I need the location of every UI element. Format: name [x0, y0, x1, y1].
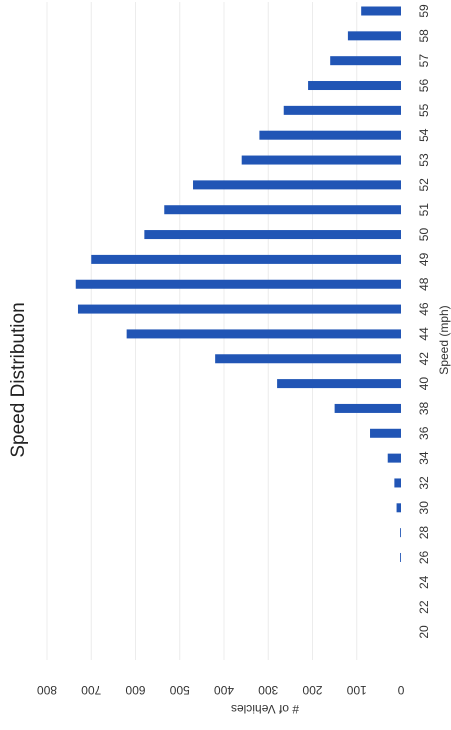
bar-26: [400, 552, 401, 562]
bar-28: [400, 528, 401, 538]
x-tick-label: 24: [417, 575, 431, 589]
bar-32: [394, 478, 401, 488]
bar-49: [91, 254, 401, 264]
y-tick-label: 100: [346, 683, 366, 697]
x-tick-label: 53: [417, 153, 431, 167]
x-tick-label: 55: [417, 103, 431, 117]
x-tick-label: 46: [417, 302, 431, 316]
bar-53: [241, 155, 401, 165]
bar-56: [308, 81, 401, 91]
x-tick-label: 59: [417, 4, 431, 18]
y-axis-label: # of Vehicles: [231, 702, 299, 716]
y-tick-label: 200: [302, 683, 322, 697]
x-tick-label: 22: [417, 600, 431, 614]
y-tick-label: 0: [397, 683, 404, 697]
x-tick-labels: 20 22 24 26 28 30 32 34 36 38 40 42 44 46 48 49 50 51 52 53…: [417, 4, 431, 639]
bar-44: [126, 329, 402, 339]
x-tick-label: 28: [417, 526, 431, 540]
x-tick-label: 32: [417, 476, 431, 490]
x-axis-label: Speed (mph): [437, 305, 451, 374]
x-tick-label: 44: [417, 327, 431, 341]
bar-48: [75, 279, 401, 289]
y-tick-label: 300: [258, 683, 278, 697]
bar-34: [387, 453, 401, 463]
bars: [75, 6, 402, 562]
bar-51: [164, 205, 401, 215]
bar-50: [144, 230, 401, 240]
x-tick-label: 48: [417, 277, 431, 291]
x-tick-label: 26: [417, 550, 431, 564]
x-tick-label: 50: [417, 228, 431, 242]
bar-57: [330, 56, 401, 66]
bar-46: [77, 304, 401, 314]
x-tick-label: 40: [417, 377, 431, 391]
x-tick-label: 57: [417, 54, 431, 68]
bar-40: [277, 379, 401, 389]
bar-30: [396, 503, 401, 513]
x-tick-label: 34: [417, 451, 431, 465]
x-tick-label: 51: [417, 203, 431, 217]
bar-52: [193, 180, 401, 190]
bar-38: [334, 403, 401, 413]
x-tick-label: 58: [417, 29, 431, 43]
bar-42: [215, 354, 401, 364]
bar-54: [259, 130, 401, 140]
bar-58: [347, 31, 401, 41]
y-tick-label: 800: [37, 683, 57, 697]
y-tick-label: 600: [125, 683, 145, 697]
x-tick-label: 49: [417, 252, 431, 266]
y-tick-label: 500: [169, 683, 189, 697]
y-tick-labels: 0 100 200 300 400 500 600 700 800: [37, 683, 405, 697]
y-tick-label: 400: [214, 683, 234, 697]
x-tick-label: 54: [417, 128, 431, 142]
x-tick-label: 38: [417, 401, 431, 415]
x-tick-label: 36: [417, 426, 431, 440]
x-tick-label: 52: [417, 178, 431, 192]
chart-title: Speed Distribution: [8, 302, 29, 457]
x-tick-label: 56: [417, 79, 431, 93]
x-tick-label: 20: [417, 625, 431, 639]
x-tick-label: 42: [417, 352, 431, 366]
x-tick-label: 30: [417, 501, 431, 515]
bar-55: [283, 105, 401, 115]
bar-59: [361, 6, 401, 16]
y-tick-label: 700: [81, 683, 101, 697]
bar-36: [370, 428, 401, 438]
